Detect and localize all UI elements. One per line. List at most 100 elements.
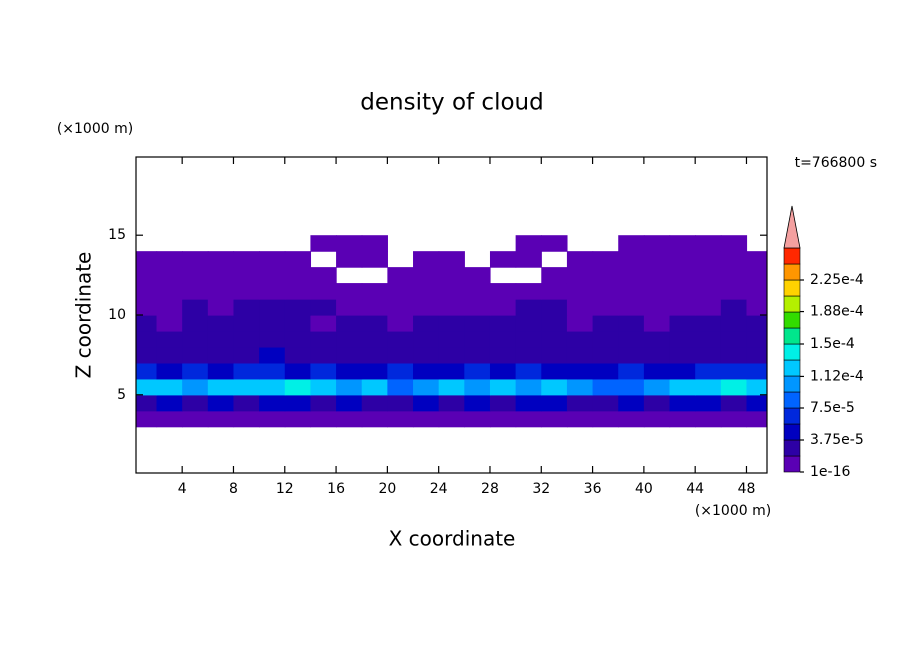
colorbar-band	[783, 279, 801, 297]
field-cell	[643, 251, 671, 268]
field-cell	[413, 378, 440, 396]
field-cell	[720, 267, 748, 284]
field-cell	[336, 362, 363, 380]
field-cell	[438, 378, 465, 396]
field-cell	[566, 283, 594, 300]
field-cell	[136, 251, 158, 268]
field-cell	[233, 299, 260, 316]
field-cell	[233, 394, 260, 412]
field-cell	[284, 330, 312, 348]
field-cell	[361, 378, 388, 396]
field-cell	[207, 346, 235, 364]
colorbar-band	[783, 359, 801, 377]
field-cell	[284, 299, 312, 316]
field-cell	[515, 378, 542, 396]
field-cell	[489, 283, 517, 300]
field-cell	[746, 346, 767, 364]
field-cell	[207, 330, 235, 348]
colorbar-band	[783, 423, 801, 441]
field-cell	[413, 299, 440, 316]
field-cell	[695, 362, 722, 380]
x-tick-label: 40	[635, 481, 653, 497]
field-cell	[643, 362, 671, 380]
colorbar-band	[783, 311, 801, 329]
x-tick-label: 24	[430, 481, 448, 497]
x-tick-label: 28	[481, 481, 499, 497]
field-cell	[489, 251, 517, 268]
field-cell	[361, 315, 388, 332]
field-cell	[233, 410, 260, 428]
field-cell	[207, 299, 235, 316]
field-cell	[643, 394, 671, 412]
field-cell	[746, 362, 767, 380]
field-cell	[438, 330, 465, 348]
field-cell	[541, 394, 568, 412]
field-cell	[413, 251, 440, 268]
field-cell	[746, 251, 767, 268]
field-cell	[336, 251, 363, 268]
x-tick-label: 20	[378, 481, 396, 497]
field-cell	[438, 362, 465, 380]
field-cell	[720, 315, 748, 332]
field-cell	[541, 346, 568, 364]
field-cell	[695, 394, 722, 412]
field-cell	[515, 299, 542, 316]
field-cell	[361, 299, 388, 316]
field-cell	[669, 283, 696, 300]
colorbar-band	[783, 407, 801, 425]
field-cell	[669, 251, 696, 268]
field-cell	[720, 251, 748, 268]
field	[136, 235, 767, 428]
field-cell	[515, 330, 542, 348]
field-cell	[746, 283, 767, 300]
field-cell	[464, 378, 491, 396]
field-cell	[361, 283, 388, 300]
field-cell	[182, 410, 209, 428]
field-cell	[233, 283, 260, 300]
field-cell	[136, 410, 158, 428]
field-cell	[259, 346, 286, 364]
y-axis-label: Z coordinate	[72, 252, 96, 379]
field-cell	[310, 235, 337, 252]
field-cell	[136, 362, 158, 380]
field-cell	[592, 378, 619, 396]
colorbar-tick-label: 2.25e-4	[810, 272, 864, 288]
field-cell	[284, 251, 312, 268]
field-cell	[720, 346, 748, 364]
field-cell	[720, 378, 748, 396]
field-cell	[618, 346, 645, 364]
y-unit: (×1000 m)	[57, 121, 133, 137]
field-cell	[207, 410, 235, 428]
colorbar-band	[783, 247, 801, 265]
field-cell	[310, 330, 337, 348]
field-cell	[541, 283, 568, 300]
field-cell	[207, 267, 235, 284]
field-cell	[592, 283, 619, 300]
field-cell	[182, 394, 209, 412]
field-cell	[720, 235, 748, 252]
field-cell	[464, 299, 491, 316]
field-cell	[695, 330, 722, 348]
colorbar-tick-label: 1e-16	[810, 464, 850, 480]
field-cell	[541, 330, 568, 348]
field-cell	[284, 394, 312, 412]
field-cell	[233, 346, 260, 364]
field-cell	[695, 267, 722, 284]
field-cell	[438, 283, 465, 300]
field-cell	[566, 267, 594, 284]
field-cell	[720, 330, 748, 348]
field-cell	[669, 346, 696, 364]
field-cell	[136, 346, 158, 364]
field-cell	[310, 378, 337, 396]
field-cell	[669, 315, 696, 332]
field-cell	[387, 362, 414, 380]
field-cell	[259, 267, 286, 284]
field-cell	[566, 315, 594, 332]
field-cell	[618, 235, 645, 252]
field-cell	[464, 410, 491, 428]
field-cell	[464, 330, 491, 348]
field-cell	[387, 330, 414, 348]
field-cell	[618, 330, 645, 348]
field-cell	[156, 315, 183, 332]
field-cell	[387, 315, 414, 332]
